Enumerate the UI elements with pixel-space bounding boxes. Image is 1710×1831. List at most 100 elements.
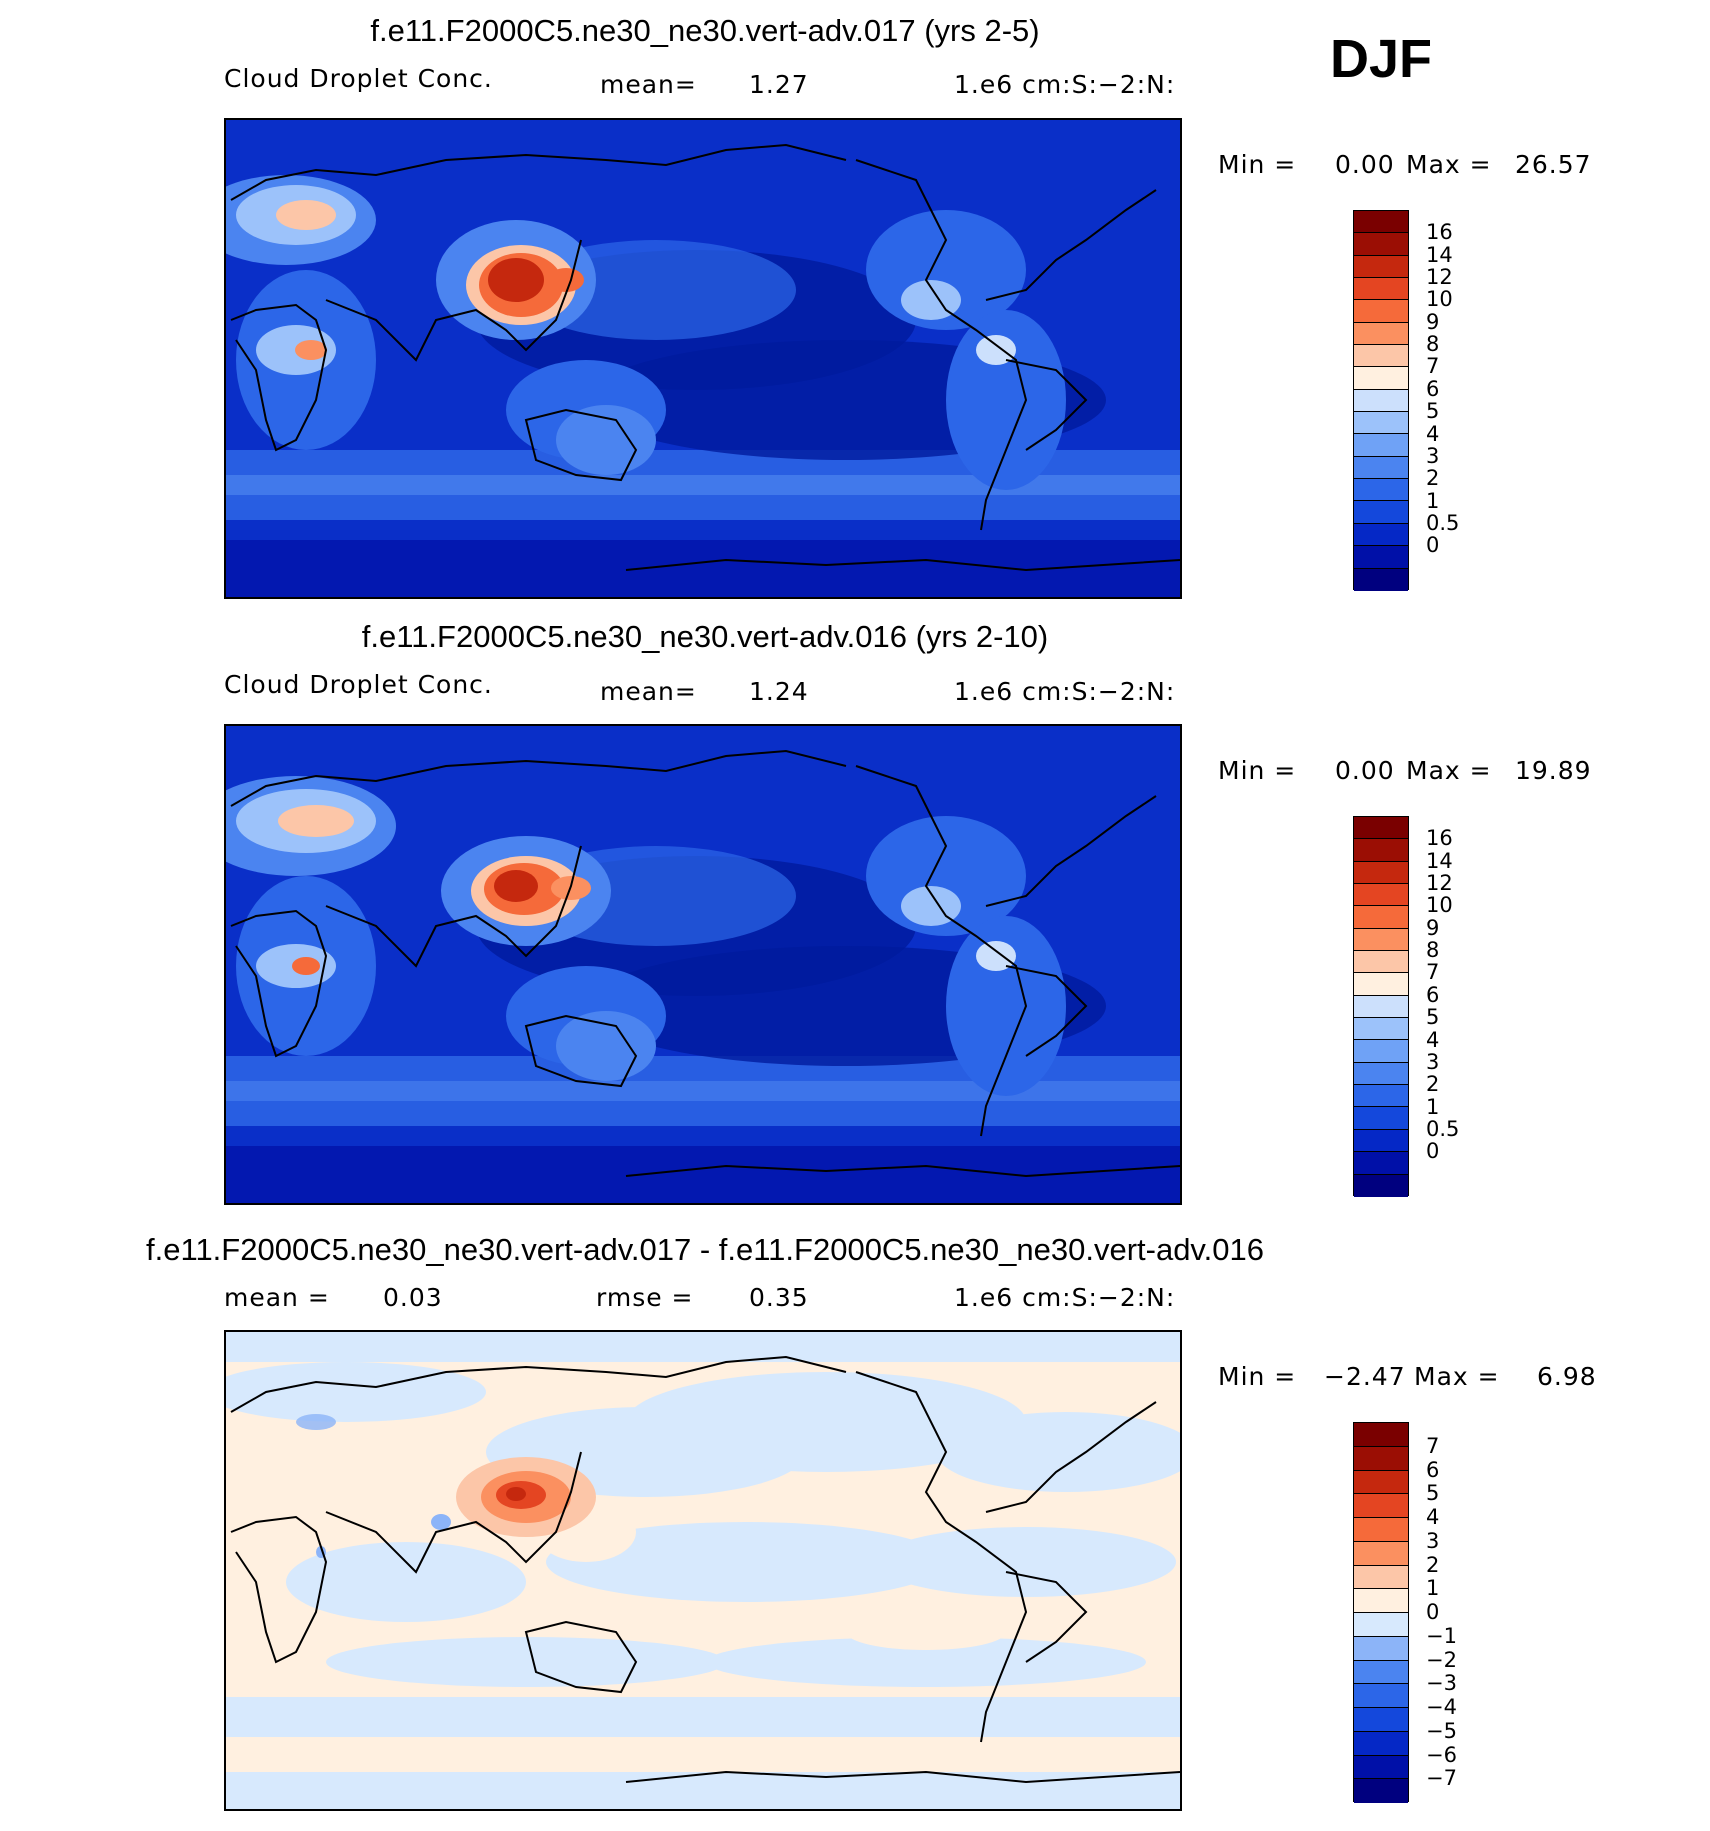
colorbar-tick-label: 5: [1426, 1005, 1440, 1030]
panel-3-min-label: Min =: [1218, 1362, 1297, 1391]
panel-2-variable: Cloud Droplet Conc.: [224, 670, 493, 699]
panel-1-min-value: 0.00: [1335, 150, 1395, 179]
colorbar-tick-label: −2: [1426, 1647, 1457, 1672]
colorbar-swatch: [1354, 1779, 1408, 1803]
colorbar-swatch: [1354, 951, 1408, 974]
panel-1-map-field: [226, 120, 1180, 597]
colorbar-tick-label: 7: [1426, 960, 1440, 985]
colorbar-tick-label: 9: [1426, 309, 1440, 334]
colorbar-tick-label: −4: [1426, 1695, 1457, 1719]
colorbar-swatch: [1354, 1660, 1408, 1685]
panel-3-units: 1.e6 cm:S:−2:N:: [954, 1283, 1176, 1312]
panel-1-units: 1.e6 cm:S:−2:N:: [954, 70, 1176, 99]
colorbar-swatch: [1354, 412, 1408, 435]
colorbar-tick-label: 0: [1426, 1600, 1440, 1624]
panel-3-colorbar: [1353, 1422, 1409, 1803]
colorbar-swatch: [1354, 278, 1408, 301]
panel-1-variable: Cloud Droplet Conc.: [224, 64, 493, 93]
colorbar-tick-label: 16: [1426, 826, 1453, 851]
colorbar-tick-label: 12: [1426, 265, 1453, 290]
colorbar-swatch: [1354, 1684, 1408, 1708]
colorbar-swatch: [1354, 233, 1408, 256]
colorbar-tick-label: 6: [1426, 376, 1440, 401]
colorbar-tick-label: 14: [1426, 848, 1453, 873]
panel-3-title: f.e11.F2000C5.ne30_ne30.vert-adv.017 - f…: [146, 1232, 1264, 1267]
colorbar-tick-label: 12: [1426, 871, 1453, 896]
colorbar-swatch: [1354, 456, 1408, 480]
colorbar-tick-label: 3: [1426, 1528, 1440, 1553]
panel-1-title: f.e11.F2000C5.ne30_ne30.vert-adv.017 (yr…: [370, 13, 1040, 48]
colorbar-swatch: [1354, 479, 1408, 502]
colorbar-swatch: [1354, 906, 1408, 929]
panel-3-map: [224, 1330, 1182, 1811]
colorbar-swatch: [1354, 1423, 1408, 1447]
colorbar-tick-label: 4: [1426, 421, 1440, 446]
colorbar-tick-label: 3: [1426, 1049, 1440, 1074]
colorbar-swatch: [1354, 973, 1408, 996]
colorbar-swatch: [1354, 1636, 1408, 1661]
colorbar-swatch: [1354, 1174, 1408, 1197]
colorbar-swatch: [1354, 501, 1408, 524]
colorbar-tick-label: 14: [1426, 242, 1453, 267]
colorbar-tick-label: 6: [1426, 1457, 1440, 1482]
colorbar-swatch: [1354, 1018, 1408, 1041]
colorbar-tick-label: 0: [1426, 1139, 1440, 1164]
colorbar-swatch: [1354, 546, 1408, 569]
colorbar-tick-label: 16: [1426, 220, 1453, 245]
colorbar-tick-label: 1: [1426, 1576, 1440, 1601]
panel-3-max-value: 6.98: [1537, 1362, 1597, 1391]
panel-3-max-label: Max =: [1414, 1362, 1500, 1391]
colorbar-swatch: [1354, 1613, 1408, 1637]
panel-1-max-value: 26.57: [1515, 150, 1592, 179]
colorbar-swatch: [1354, 1589, 1408, 1613]
panel-3-map-field: [226, 1332, 1180, 1809]
colorbar-tick-label: 1: [1426, 1094, 1440, 1119]
panel-3-rmse-label: rmse =: [596, 1283, 694, 1312]
colorbar-tick-label: 2: [1426, 1072, 1440, 1097]
panel-2-map-field: [226, 726, 1180, 1203]
colorbar-tick-label: 8: [1426, 938, 1440, 963]
colorbar-tick-label: 2: [1426, 466, 1440, 491]
colorbar-tick-label: 10: [1426, 893, 1453, 918]
colorbar-swatch: [1354, 1565, 1408, 1590]
colorbar-tick-label: 5: [1426, 1481, 1440, 1506]
colorbar-swatch: [1354, 523, 1408, 547]
panel-1-map: [224, 118, 1182, 599]
colorbar-swatch: [1354, 1518, 1408, 1542]
colorbar-swatch: [1354, 1755, 1408, 1780]
colorbar-tick-label: 7: [1426, 354, 1440, 379]
panel-2-mean-label: mean=: [600, 677, 697, 706]
colorbar-tick-label: −5: [1426, 1718, 1457, 1743]
panel-2-colorbar: [1353, 816, 1409, 1197]
panel-2-units: 1.e6 cm:S:−2:N:: [954, 677, 1176, 706]
colorbar-swatch: [1354, 1040, 1408, 1063]
panel-2-max-value: 19.89: [1515, 756, 1592, 785]
colorbar-swatch: [1354, 1494, 1408, 1518]
colorbar-swatch: [1354, 255, 1408, 279]
colorbar-swatch: [1354, 1470, 1408, 1495]
colorbar-swatch: [1354, 300, 1408, 323]
colorbar-swatch: [1354, 1062, 1408, 1086]
colorbar-swatch: [1354, 1107, 1408, 1130]
colorbar-tick-label: −3: [1426, 1671, 1457, 1696]
panel-3-rmse-value: 0.35: [749, 1283, 809, 1312]
colorbar-swatch: [1354, 1085, 1408, 1108]
panel-1-max-label: Max =: [1406, 150, 1492, 179]
colorbar-tick-label: 1: [1426, 488, 1440, 513]
colorbar-swatch: [1354, 568, 1408, 591]
colorbar-swatch: [1354, 884, 1408, 907]
colorbar-swatch: [1354, 345, 1408, 368]
panel-1-min-label: Min =: [1218, 150, 1297, 179]
colorbar-tick-label: 4: [1426, 1027, 1440, 1052]
colorbar-swatch: [1354, 1446, 1408, 1471]
colorbar-swatch: [1354, 434, 1408, 457]
colorbar-tick-label: 9: [1426, 915, 1440, 940]
colorbar-swatch: [1354, 367, 1408, 390]
panel-3-min-value: −2.47: [1324, 1362, 1406, 1391]
colorbar-tick-label: 0.5: [1426, 1116, 1460, 1141]
panel-2-min-label: Min =: [1218, 756, 1297, 785]
colorbar-swatch: [1354, 861, 1408, 885]
colorbar-tick-label: 8: [1426, 332, 1440, 357]
colorbar-swatch: [1354, 995, 1408, 1019]
panel-2-map: [224, 724, 1182, 1205]
